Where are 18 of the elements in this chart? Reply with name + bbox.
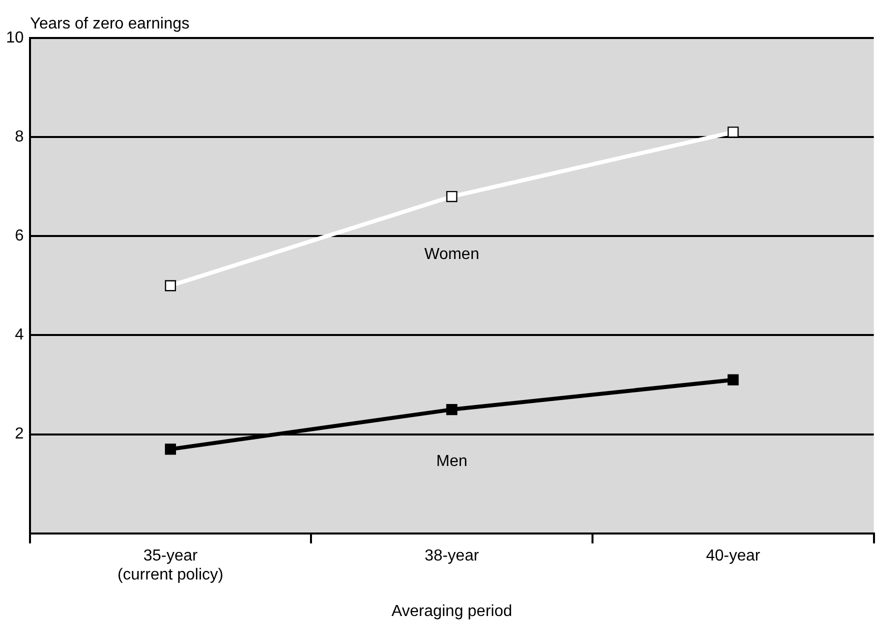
y-tick-label: 8 [14,128,24,146]
text: Men [436,452,468,470]
point [728,126,739,138]
point [728,374,739,386]
x-axis-title: Averaging period [391,602,512,620]
point [446,190,458,202]
y-tick-label: 2 [14,426,24,443]
y-tick-label: 6 [14,228,24,245]
text: Women [424,246,480,263]
x-tick-label: 38-year [424,547,480,564]
point [164,444,176,455]
x-tick-label: 35-year (current policy) [118,547,224,584]
point [446,404,458,416]
point [164,280,176,292]
y-axis-title: Years of zero earnings [30,15,190,32]
x-tick-label: 40-year [706,547,761,564]
y-tick-label: 4 [14,326,24,344]
y-tick-label: 10 [6,29,24,46]
